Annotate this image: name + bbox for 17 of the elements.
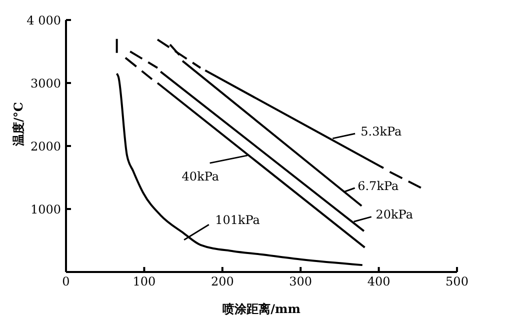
y-axis-title: 温度/°C <box>11 102 26 147</box>
annotation: 40kPa <box>182 170 220 184</box>
annotation: 101kPa <box>215 212 260 227</box>
x-tick-label: 400 <box>367 274 390 289</box>
y-tick-label: 1000 <box>30 202 61 216</box>
annotation: 20kPa <box>376 208 414 222</box>
annotation: 5.3kPa <box>360 124 402 139</box>
y-tick-label: 4 000 <box>26 13 61 28</box>
x-axis-title: 喷涂距离/mm <box>222 302 301 316</box>
x-tick-label: 100 <box>132 274 156 289</box>
x-tick-label: 300 <box>289 274 312 289</box>
y-tick-label: 2000 <box>30 139 61 154</box>
x-tick-label: 500 <box>446 274 468 289</box>
x-tick-label: 200 <box>210 274 234 289</box>
y-tick-label: 3000 <box>30 76 61 90</box>
x-tick-label: 0 <box>62 274 70 289</box>
annotation: 6.7kPa <box>358 179 399 194</box>
